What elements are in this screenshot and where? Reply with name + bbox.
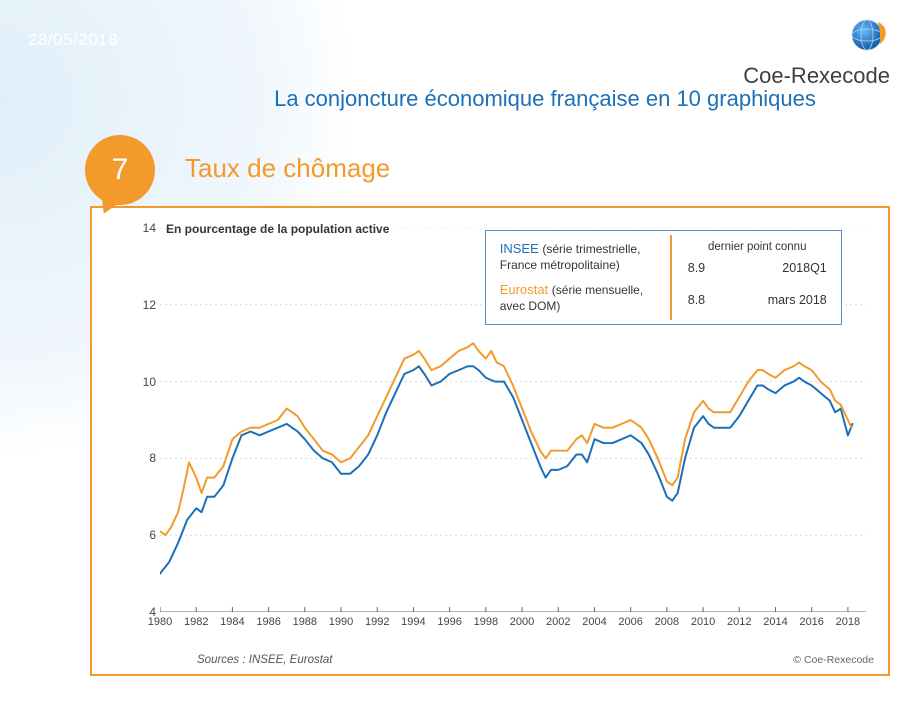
legend-series-name: Eurostat	[500, 282, 548, 297]
x-tick-label: 2004	[582, 616, 606, 628]
legend-series-name: INSEE	[500, 241, 539, 256]
date-stamp: 28/05/2018	[28, 30, 118, 50]
y-tick-label: 8	[126, 451, 156, 465]
x-tick-label: 1980	[148, 616, 172, 628]
x-tick-label: 1988	[293, 616, 317, 628]
x-tick-label: 2006	[618, 616, 642, 628]
brand-logo-area: Coe-Rexecode	[743, 14, 890, 89]
x-tick-label: 2018	[836, 616, 860, 628]
x-tick-label: 2014	[763, 616, 787, 628]
globe-icon	[848, 14, 890, 61]
chart-inner: En pourcentage de la population active 4…	[104, 218, 876, 640]
chart-container: En pourcentage de la population active 4…	[90, 206, 890, 676]
x-tick-label: 1994	[401, 616, 425, 628]
chapter-badge: 7	[85, 135, 155, 205]
x-tick-label: 2002	[546, 616, 570, 628]
x-tick-label: 1990	[329, 616, 353, 628]
x-tick-label: 2016	[799, 616, 823, 628]
legend-last-value: 8.8	[688, 293, 705, 307]
legend-series-column: INSEE (série trimestrielle, France métro…	[500, 241, 670, 314]
legend-box: INSEE (série trimestrielle, France métro…	[485, 230, 842, 325]
legend-last-value: 8.9	[688, 261, 705, 275]
x-tick-label: 1984	[220, 616, 244, 628]
x-tick-label: 1982	[184, 616, 208, 628]
copyright-text: © Coe-Rexecode	[793, 654, 874, 666]
x-tick-label: 2010	[691, 616, 715, 628]
x-tick-label: 2012	[727, 616, 751, 628]
legend-value-row: 8.9 2018Q1	[688, 259, 827, 277]
x-tick-label: 1996	[437, 616, 461, 628]
chapter-title: Taux de chômage	[185, 153, 390, 184]
y-tick-label: 12	[126, 298, 156, 312]
x-tick-label: 1986	[256, 616, 280, 628]
chapter-number: 7	[112, 153, 129, 187]
legend-last-date: 2018Q1	[782, 261, 826, 275]
y-tick-label: 10	[126, 375, 156, 389]
legend-header: dernier point connu	[688, 241, 827, 253]
sources-text: Sources : INSEE, Eurostat	[197, 654, 333, 666]
y-tick-label: 14	[126, 221, 156, 235]
x-tick-label: 2000	[510, 616, 534, 628]
legend-last-date: mars 2018	[768, 293, 827, 307]
legend-item-insee: INSEE (série trimestrielle, France métro…	[500, 241, 660, 274]
legend-value-row: 8.8 mars 2018	[688, 291, 827, 309]
x-tick-label: 1998	[474, 616, 498, 628]
x-tick-label: 2008	[655, 616, 679, 628]
legend-values-column: dernier point connu 8.9 2018Q1 8.8 mars …	[672, 241, 827, 314]
x-tick-label: 1992	[365, 616, 389, 628]
y-tick-label: 6	[126, 528, 156, 542]
legend-item-eurostat: Eurostat (série mensuelle, avec DOM)	[500, 282, 660, 315]
page-subtitle: La conjoncture économique française en 1…	[0, 86, 890, 112]
